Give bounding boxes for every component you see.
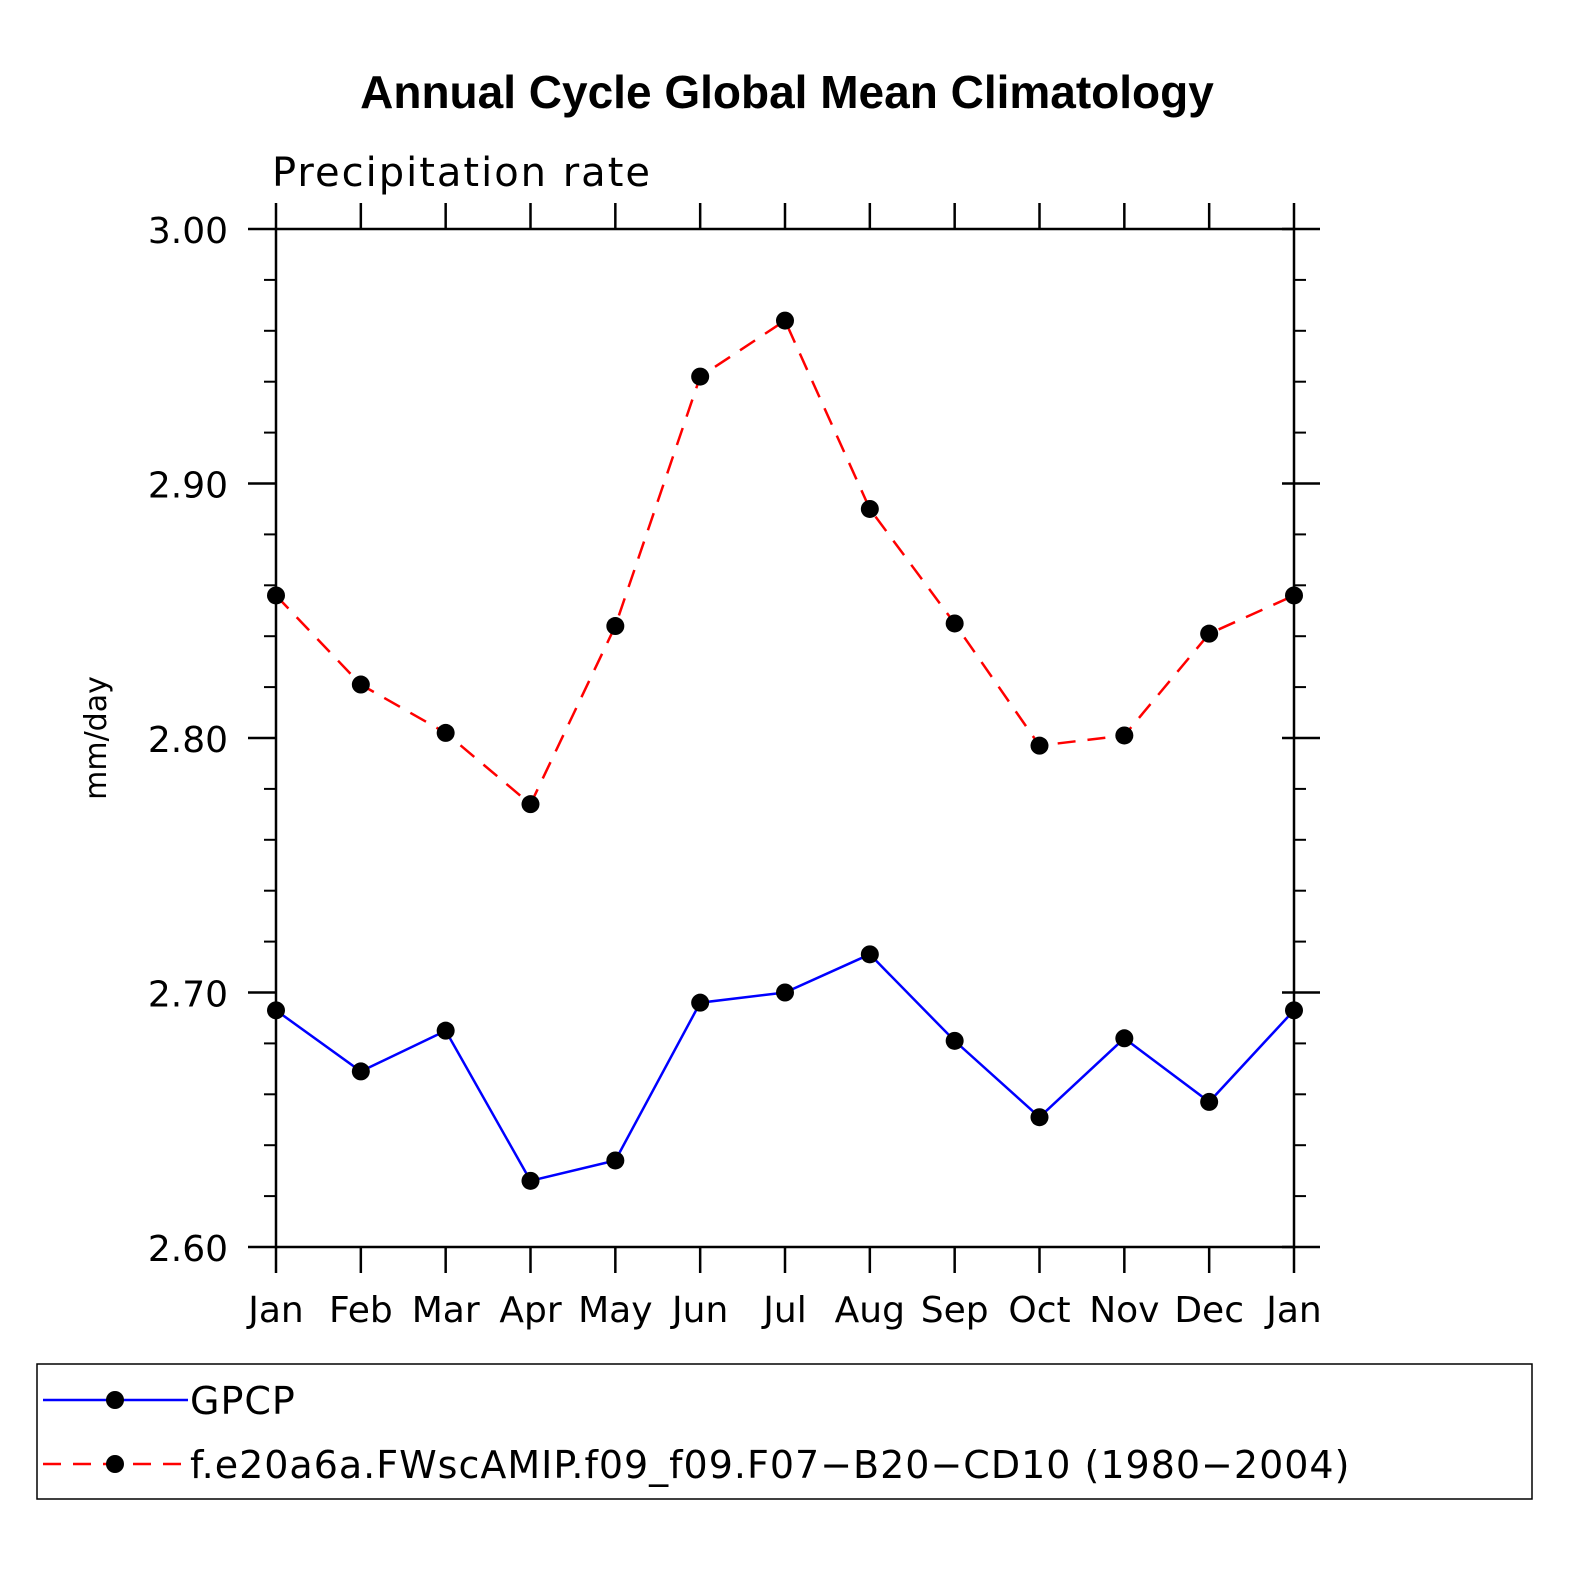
data-point: [1115, 1029, 1134, 1048]
data-point: [521, 1171, 540, 1190]
x-tick-label: Jan: [246, 1290, 304, 1331]
x-tick-label: Dec: [1174, 1290, 1244, 1331]
axis-ticks: [248, 203, 1320, 1273]
data-point: [1200, 624, 1219, 643]
chart-subtitle: Precipitation rate: [272, 150, 652, 196]
x-tick-label: Mar: [412, 1290, 480, 1331]
x-tick-label: Jun: [670, 1290, 728, 1331]
data-point: [1115, 726, 1134, 745]
legend-marker-2: [106, 1455, 124, 1473]
data-point: [436, 1021, 455, 1040]
data-point: [267, 586, 285, 605]
chart-title: Annual Cycle Global Mean Climatology: [360, 66, 1214, 118]
data-point: [606, 1151, 625, 1170]
y-tick-label: 3.00: [148, 211, 228, 252]
data-point: [606, 617, 625, 636]
legend-box: [36, 1363, 1533, 1500]
data-point: [1285, 1001, 1303, 1020]
data-point: [945, 614, 964, 633]
x-tick-labels: Jan Feb Mar Apr May Jun Jul Aug Sep Oct Nov Dec Jan: [246, 1290, 1322, 1331]
data-point: [1030, 736, 1049, 755]
legend: GPCP f.e20a6a.FWscAMIP.f09_f09.F07−B20−CD…: [36, 1363, 1533, 1500]
data-point: [860, 945, 879, 964]
y-tick-labels: 2.60 2.70 2.80 2.90 3.00: [148, 211, 228, 1270]
data-point: [351, 675, 370, 694]
y-tick-label: 2.90: [148, 466, 228, 507]
x-tick-label: May: [578, 1290, 652, 1331]
data-point: [351, 1062, 370, 1081]
x-tick-label: Feb: [329, 1290, 393, 1331]
series-lines: [275, 318, 1295, 1183]
x-tick-label: Apr: [499, 1290, 561, 1331]
data-point: [1200, 1092, 1219, 1111]
x-tick-label: Oct: [1008, 1290, 1070, 1331]
data-point: [436, 723, 455, 742]
y-tick-label: 2.80: [148, 720, 228, 761]
data-point: [1030, 1108, 1049, 1127]
legend-marker-1: [106, 1391, 124, 1409]
plot-area: [274, 227, 1296, 1249]
series-line-2: [275, 318, 1295, 807]
data-point: [1285, 586, 1303, 605]
plot-border: [274, 227, 1296, 1249]
data-point: [691, 367, 710, 386]
x-tick-label: Jan: [1264, 1290, 1322, 1331]
legend-label-2: f.e20a6a.FWscAMIP.f09_f09.F07−B20−CD10 (…: [190, 1443, 1350, 1487]
data-point: [860, 499, 879, 518]
data-point: [691, 993, 710, 1012]
y-axis-label: mm/day: [79, 676, 114, 800]
data-point: [267, 1001, 285, 1020]
x-tick-label: Sep: [921, 1290, 989, 1331]
y-tick-label: 2.70: [148, 975, 228, 1016]
legend-label-1: GPCP: [190, 1379, 296, 1423]
data-point: [776, 311, 794, 330]
data-point: [521, 795, 540, 814]
data-point: [945, 1031, 964, 1050]
x-tick-label: Jul: [761, 1290, 806, 1331]
series-markers: [267, 311, 1303, 1190]
x-tick-label: Aug: [835, 1290, 905, 1331]
x-tick-label: Nov: [1089, 1290, 1159, 1331]
y-tick-label: 2.60: [148, 1229, 228, 1270]
data-point: [776, 983, 794, 1002]
